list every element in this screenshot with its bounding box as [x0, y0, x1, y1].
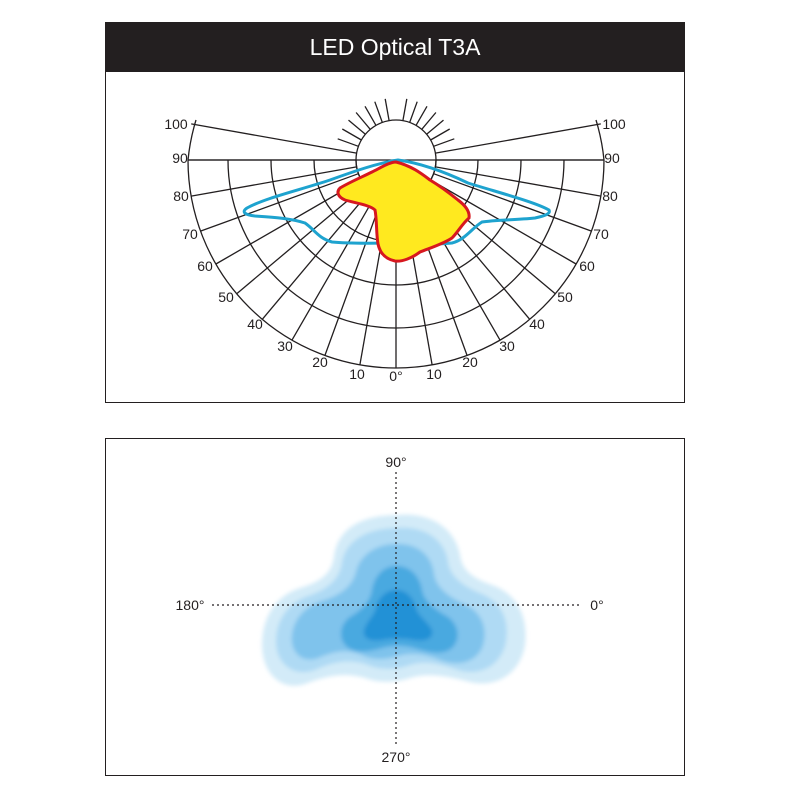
isolux-panel [105, 438, 685, 776]
polar-distribution-panel [105, 72, 685, 403]
chart-title: LED Optical T3A [105, 22, 685, 72]
